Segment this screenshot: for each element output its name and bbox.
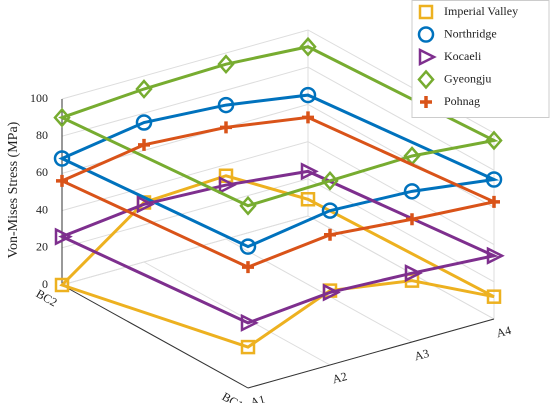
x-tick-label: A3 <box>413 346 431 363</box>
z-tick-label: 100 <box>30 91 48 105</box>
marker <box>321 170 339 191</box>
marker <box>322 283 341 302</box>
marker <box>488 195 500 208</box>
legend-box <box>411 0 550 118</box>
marker <box>300 192 316 207</box>
marker <box>239 195 257 216</box>
series-line <box>58 45 499 208</box>
floor-grid-line <box>143 261 331 366</box>
floor-grid-line <box>307 215 495 320</box>
z-tick-label: 0 <box>42 277 48 291</box>
marker <box>217 96 235 114</box>
marker <box>138 138 150 151</box>
marker <box>135 114 153 131</box>
marker <box>321 202 339 219</box>
marker <box>53 107 71 128</box>
axis-line <box>61 284 249 389</box>
z-tick-label: 40 <box>36 202 48 216</box>
marker <box>420 96 432 108</box>
legend: Imperial Valley Northridge Kocaeli Gyeongju… <box>411 0 550 118</box>
floor-grid-line <box>225 238 413 343</box>
marker <box>240 313 259 332</box>
z-tick-label: 80 <box>36 128 48 142</box>
legend-label: Gyeongju <box>444 71 491 85</box>
marker <box>218 176 237 195</box>
marker <box>486 289 502 304</box>
marker <box>217 54 235 75</box>
marker <box>300 162 319 181</box>
marker <box>406 213 418 226</box>
marker <box>299 36 317 57</box>
marker <box>240 339 256 355</box>
legend-label: Northridge <box>444 26 497 40</box>
axis-line <box>247 318 495 389</box>
legend-label: Imperial Valley <box>444 4 518 18</box>
marker <box>135 79 153 99</box>
marker <box>417 69 435 90</box>
marker <box>403 183 421 200</box>
marker <box>54 277 70 293</box>
marker <box>239 238 257 255</box>
marker <box>242 261 254 274</box>
x-tick-label: A2 <box>331 369 349 386</box>
marker <box>404 264 423 283</box>
marker <box>302 111 314 124</box>
marker <box>56 174 68 187</box>
z-axis-label: Von-Mises Stress (MPa) <box>6 121 21 258</box>
floor-grid-line <box>61 215 309 286</box>
marker <box>418 47 437 67</box>
marker <box>485 171 503 188</box>
marker <box>324 228 336 241</box>
marker <box>53 150 71 167</box>
marker <box>220 121 232 134</box>
marker <box>299 86 317 104</box>
marker <box>418 4 434 20</box>
y-tick-label: BC1 <box>220 389 246 403</box>
z-tick-label: 60 <box>36 165 48 179</box>
legend-label: Pohnag <box>444 94 480 108</box>
series-line <box>58 169 499 325</box>
marker <box>54 227 73 246</box>
z-tick-label: 20 <box>36 240 48 254</box>
legend-label: Kocaeli <box>444 49 482 63</box>
x-tick-label: A4 <box>495 323 513 340</box>
marker <box>485 130 503 151</box>
series-line <box>58 93 500 249</box>
marker <box>486 246 505 265</box>
marker <box>136 195 155 214</box>
series-line <box>59 174 495 349</box>
marker <box>417 26 435 43</box>
x-tick-label: A1 <box>249 392 267 403</box>
